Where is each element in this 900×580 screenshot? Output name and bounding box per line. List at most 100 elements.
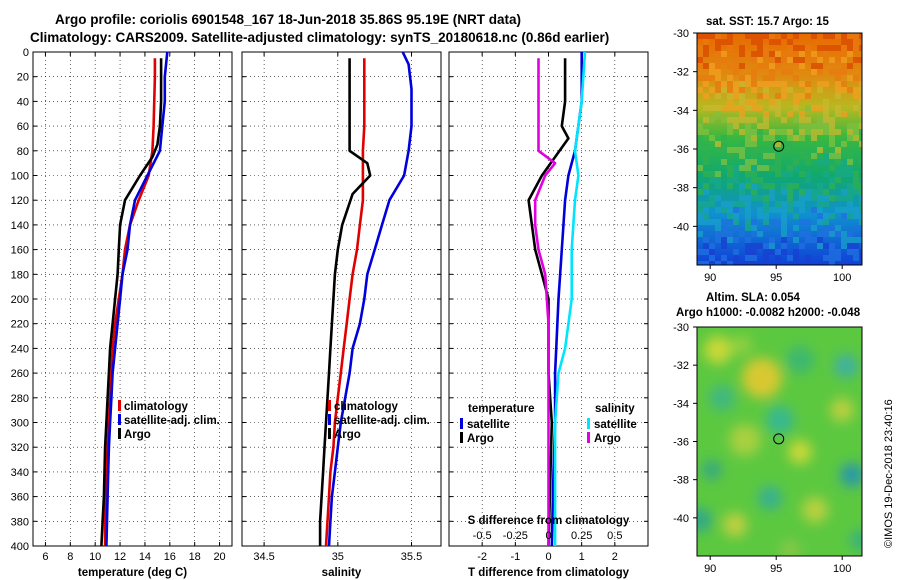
sst-pixel [739, 45, 745, 51]
sst-pixel [787, 141, 793, 147]
x-axis-label: T difference from climatology [468, 567, 630, 579]
sst-pixel [745, 249, 751, 255]
sst-pixel [841, 195, 847, 201]
sst-pixel [697, 87, 703, 93]
sst-pixel [763, 111, 769, 117]
sst-pixel [775, 249, 781, 255]
sst-pixel [763, 243, 769, 249]
sst-pixel [703, 39, 709, 45]
sst-pixel [733, 81, 739, 87]
sst-pixel [721, 159, 727, 165]
sst-pixel [763, 93, 769, 99]
sst-pixel [715, 93, 721, 99]
sst-pixel [781, 147, 787, 153]
sst-pixel [823, 123, 829, 129]
sst-pixel [697, 219, 703, 225]
sst-pixel [799, 195, 805, 201]
sst-pixel [775, 141, 781, 147]
series-climatology [324, 58, 366, 547]
sst-pixel [781, 33, 787, 39]
sst-pixel [799, 201, 805, 207]
sla-anomaly [697, 508, 712, 532]
sst-pixel [739, 117, 745, 123]
sst-pixel [775, 207, 781, 213]
sst-pixel [733, 207, 739, 213]
sst-pixel [745, 135, 751, 141]
sst-pixel [727, 105, 733, 111]
sst-pixel [745, 81, 751, 87]
sst-pixel [769, 33, 775, 39]
map-y-tick-label: -32 [673, 360, 689, 372]
sst-pixel [799, 219, 805, 225]
sst-pixel [733, 213, 739, 219]
sst-pixel [733, 57, 739, 63]
depth-tick-label: 280 [11, 393, 29, 405]
sst-pixel [709, 69, 715, 75]
sst-pixel [799, 63, 805, 69]
depth-tick-label: 80 [17, 146, 29, 158]
depth-tick-label: 40 [17, 96, 29, 108]
sst-pixel [805, 129, 811, 135]
sst-pixel [751, 147, 757, 153]
sst-map-axes: 90 95 100 -30 -32 -34 -36 -38 -40 [673, 28, 851, 284]
sst-pixel [781, 183, 787, 189]
sst-pixel [823, 231, 829, 237]
sst-pixel [703, 261, 709, 265]
sst-pixel [787, 183, 793, 189]
sst-pixel [739, 141, 745, 147]
sst-pixel [769, 69, 775, 75]
sst-pixel [793, 33, 799, 39]
sst-pixel [769, 195, 775, 201]
sst-pixel [823, 189, 829, 195]
map-y-tick-label: -38 [673, 475, 689, 487]
depth-tick-label: 100 [11, 171, 29, 183]
sst-pixel [817, 237, 823, 243]
sst-pixel [745, 183, 751, 189]
depth-tick-label: 180 [11, 269, 29, 281]
sst-pixel [793, 75, 799, 81]
x-tick-label: 6 [42, 551, 48, 563]
sla-map-axes: 90 95 100 -30 -32 -34 -36 -38 -40 [673, 322, 851, 575]
sst-pixel [859, 87, 862, 93]
sst-pixel [781, 243, 787, 249]
sst-pixel [847, 243, 853, 249]
depth-tick-label: 380 [11, 516, 29, 528]
sst-pixel [859, 237, 862, 243]
sst-pixel [829, 135, 835, 141]
sst-pixel [751, 183, 757, 189]
sst-pixel [823, 243, 829, 249]
sst-pixel [841, 141, 847, 147]
sst-pixel [823, 171, 829, 177]
sst-pixel [763, 147, 769, 153]
s-difference-axis-label: S difference from climatology [468, 515, 630, 527]
sst-pixel [739, 63, 745, 69]
sst-pixel [817, 57, 823, 63]
sst-pixel [763, 201, 769, 207]
sst-pixel [703, 249, 709, 255]
legend-swatch [118, 414, 121, 425]
sst-pixel [739, 51, 745, 57]
sst-pixel [841, 189, 847, 195]
sst-pixel [829, 255, 835, 261]
sst-pixel [835, 75, 841, 81]
s-tick-label: -0.25 [503, 530, 528, 542]
title-line-1: Argo profile: coriolis 6901548_167 18-Ju… [55, 12, 521, 27]
sst-pixel [847, 237, 853, 243]
sst-pixel [781, 93, 787, 99]
sla-anomaly [802, 497, 828, 523]
sst-pixel [775, 219, 781, 225]
sst-pixel [763, 45, 769, 51]
sst-pixel [733, 255, 739, 261]
sst-pixel [769, 147, 775, 153]
sst-pixel [793, 57, 799, 63]
map-y-tick-label: -36 [673, 437, 689, 449]
sst-pixel [847, 45, 853, 51]
x-tick-label: -1 [510, 551, 520, 563]
sst-pixel [817, 219, 823, 225]
sst-pixel [763, 261, 769, 265]
sst-pixel [793, 93, 799, 99]
sst-pixel [745, 141, 751, 147]
map-y-tick-label: -30 [673, 28, 689, 40]
sst-pixel [781, 129, 787, 135]
sst-pixel [835, 105, 841, 111]
